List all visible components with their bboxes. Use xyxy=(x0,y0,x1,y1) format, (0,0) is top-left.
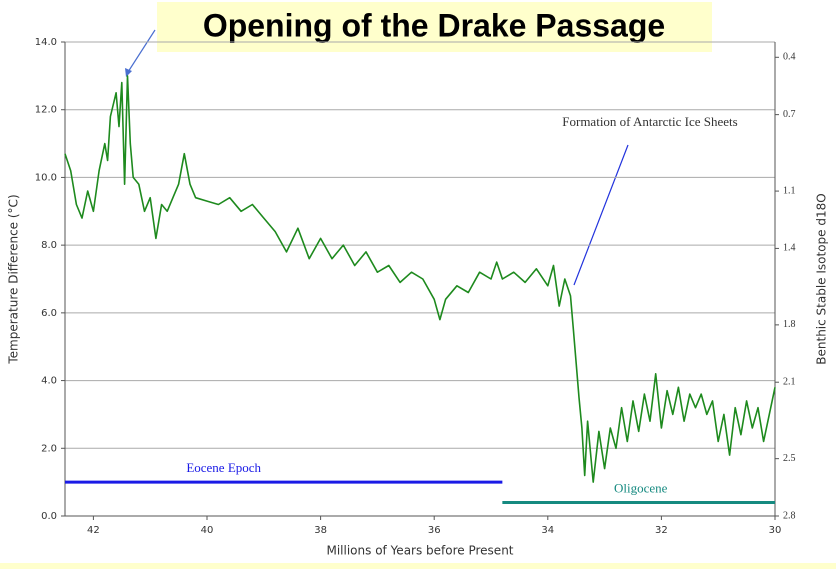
y2-tick-label: 2.5 xyxy=(783,453,796,464)
title-arrow-head xyxy=(125,68,132,77)
y2-tick-label: 1.4 xyxy=(783,243,796,254)
x-axis-label: Millions of Years before Present xyxy=(326,544,513,558)
x-tick-label: 36 xyxy=(428,525,441,536)
y2-tick-label: 2.8 xyxy=(783,510,796,521)
y-tick-label: 4.0 xyxy=(41,376,57,387)
chart-title: Opening of the Drake Passage xyxy=(203,7,665,43)
x-tick-label: 42 xyxy=(87,525,100,536)
x-tick-label: 30 xyxy=(769,525,782,536)
data-line xyxy=(64,75,776,483)
y2-tick-label: 2.1 xyxy=(783,377,796,388)
annotation-arrow xyxy=(573,144,629,286)
y-tick-label: 12.0 xyxy=(35,105,57,116)
bottom-band xyxy=(0,563,836,569)
y2-tick-label: 0.7 xyxy=(783,109,796,120)
x-tick-label: 40 xyxy=(201,525,214,536)
title-box xyxy=(157,2,712,52)
period-label: Eocene Epoch xyxy=(186,460,261,475)
y-tick-label: 6.0 xyxy=(41,308,57,319)
y-tick-label: 14.0 xyxy=(35,37,57,48)
y2-tick-label: 1.8 xyxy=(783,319,796,330)
x-tick-label: 34 xyxy=(541,525,554,536)
y2-tick-label: 1.1 xyxy=(783,185,796,196)
annotation: Formation of Antarctic Ice Sheets xyxy=(562,114,737,129)
y-tick-label: 8.0 xyxy=(41,240,57,251)
y-tick-label: 10.0 xyxy=(35,172,57,183)
y2-tick-label: 0.4 xyxy=(783,52,796,63)
period-label: Oligocene xyxy=(614,480,668,495)
y-axis-label: Temperature Difference (°C) xyxy=(7,194,21,364)
y-tick-label: 2.0 xyxy=(41,443,57,454)
y2-axis-label: Benthic Stable Isotope d18O xyxy=(815,193,829,364)
x-tick-label: 32 xyxy=(655,525,668,536)
x-tick-label: 38 xyxy=(314,525,327,536)
y-tick-label: 0.0 xyxy=(41,511,57,522)
title-arrow xyxy=(127,29,156,73)
